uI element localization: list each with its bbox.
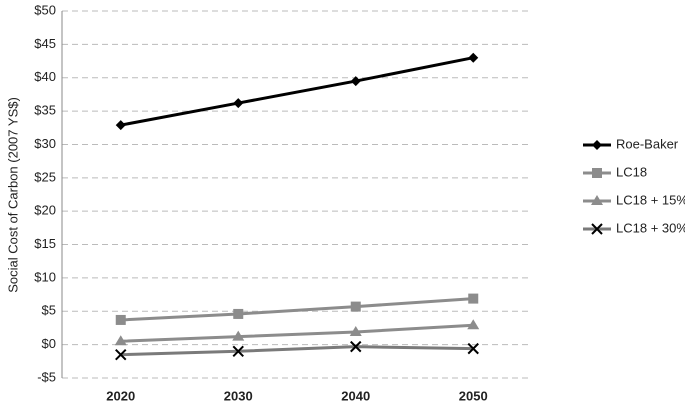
x-tick-label: 2020 — [106, 388, 135, 403]
legend-label: LC18 + 15% — [616, 192, 685, 207]
x-tick-label: 2050 — [459, 388, 488, 403]
y-tick-label: $15 — [34, 236, 56, 251]
y-tick-label: $40 — [34, 69, 56, 84]
legend-marker — [592, 168, 602, 178]
y-tick-label: $5 — [42, 303, 56, 318]
series-line — [120, 345, 474, 357]
y-tick-label: $10 — [34, 269, 56, 284]
point — [232, 330, 245, 341]
point — [350, 340, 362, 353]
series-line — [120, 297, 474, 322]
y-tick-label: $30 — [34, 136, 56, 151]
legend-label: LC18 + 30% — [616, 220, 685, 235]
point — [233, 308, 244, 319]
legend-marker — [591, 223, 603, 235]
point — [467, 342, 479, 355]
y-tick-label: $35 — [34, 103, 56, 118]
y-axis-label: Social Cost of Carbon (2007 YS$) — [5, 97, 20, 293]
point — [115, 314, 126, 325]
point — [114, 335, 127, 346]
y-tick-label: $25 — [34, 169, 56, 184]
point — [467, 319, 480, 330]
point — [468, 293, 479, 304]
point — [350, 301, 361, 312]
legend-label: Roe-Baker — [616, 136, 679, 151]
y-tick-label: $50 — [34, 2, 56, 17]
legend-marker — [591, 195, 603, 205]
y-tick-label: $45 — [34, 36, 56, 51]
point — [349, 325, 362, 336]
x-tick-label: 2030 — [224, 388, 253, 403]
point — [350, 76, 361, 87]
point — [468, 52, 479, 63]
series-line — [120, 56, 474, 127]
legend-marker — [592, 140, 602, 150]
series-line — [120, 323, 474, 343]
legend-label: LC18 — [616, 164, 647, 179]
point — [115, 120, 126, 131]
point — [232, 345, 244, 358]
y-tick-label: -$5 — [37, 369, 56, 384]
point — [115, 348, 127, 361]
point — [233, 98, 244, 109]
y-tick-label: $0 — [42, 336, 56, 351]
x-tick-label: 2040 — [341, 388, 370, 403]
y-tick-label: $20 — [34, 203, 56, 218]
